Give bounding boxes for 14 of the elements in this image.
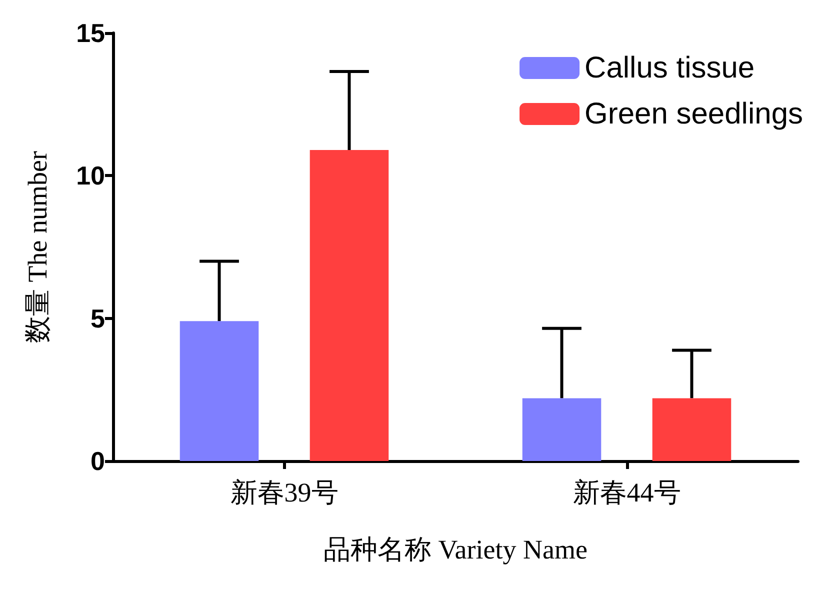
y-axis-title: 数量 The number — [22, 151, 52, 343]
bar — [310, 150, 389, 461]
y-tick-label: 5 — [90, 303, 105, 334]
bar — [652, 398, 732, 461]
x-tick-label: 新春39号 — [230, 478, 338, 508]
y-tick-label: 15 — [76, 18, 105, 48]
legend-label: Callus tissue — [584, 52, 755, 84]
x-tick-label: 新春44号 — [572, 478, 681, 508]
y-tick-label: 10 — [76, 160, 105, 191]
bar — [522, 398, 602, 461]
bar — [180, 321, 259, 461]
x-axis-title: 品种名称 Variety Name — [324, 534, 588, 564]
legend-label: Green seedlings — [584, 98, 803, 130]
y-tick-label: 0 — [90, 446, 105, 476]
